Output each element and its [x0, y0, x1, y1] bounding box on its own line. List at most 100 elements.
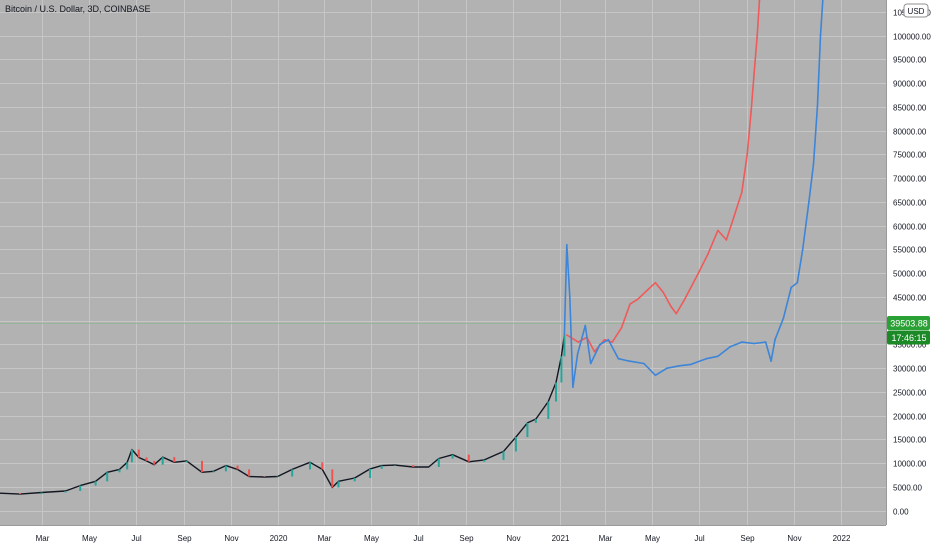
projection-point-red: [611, 341, 614, 343]
price-axis-background: [886, 0, 932, 550]
projection-point-red: [696, 274, 698, 277]
y-tick-label: 0.00: [893, 508, 909, 517]
projection-point-red: [577, 341, 580, 343]
projection-point-blue: [584, 324, 587, 327]
projection-point-blue: [764, 341, 767, 343]
projection-point-red: [725, 239, 728, 241]
y-tick-label: 85000.00: [893, 104, 927, 113]
x-tick-label: Nov: [787, 534, 801, 543]
projection-point-red: [670, 305, 672, 308]
projection-point-blue: [643, 362, 645, 365]
price-axis[interactable]: 105000.00100000.0095000.0090000.0085000.…: [886, 0, 932, 550]
projection-point-blue: [717, 355, 719, 358]
projection-point-blue: [654, 374, 657, 377]
x-tick-label: 2021: [552, 534, 570, 543]
projection-point-red: [753, 72, 755, 75]
last-price-box: [887, 316, 930, 330]
y-tick-label: 100000.00: [893, 33, 931, 42]
projection-point-red: [620, 327, 623, 329]
projection-point-blue: [796, 281, 799, 284]
projection-point-red: [603, 338, 606, 341]
y-tick-label: 5000.00: [893, 484, 922, 493]
projection-point-blue: [599, 343, 601, 346]
y-tick-label: 55000.00: [893, 246, 927, 255]
y-tick-label: 90000.00: [893, 80, 927, 89]
currency-label: USD: [908, 7, 925, 16]
projection-point-blue: [705, 357, 708, 360]
projection-point-blue: [812, 163, 815, 165]
projection-point-red: [629, 303, 631, 305]
x-tick-label: Mar: [36, 534, 50, 543]
projection-point-red: [593, 350, 596, 353]
projection-point-blue: [819, 34, 822, 37]
projection-point-blue: [770, 360, 772, 362]
projection-point-red: [707, 253, 709, 255]
projection-point-red: [662, 291, 664, 294]
projection-point-blue: [741, 341, 743, 343]
currency-badge-box: [903, 3, 929, 18]
time-axis[interactable]: Mar May Jul Sep Nov 2020 Mar May Jul Sep Nov 2021 Ma…: [0, 525, 932, 550]
projection-point-blue: [801, 248, 804, 251]
projection-point-red: [675, 312, 678, 315]
projection-point-blue: [729, 346, 731, 348]
projection-point-red: [750, 110, 752, 113]
grid-lines: [0, 0, 886, 525]
projection-point-blue: [666, 367, 668, 370]
x-tick-label: Jul: [413, 534, 423, 543]
projection-point-red: [683, 298, 686, 301]
series-layer: [0, 0, 886, 495]
projection-point-red: [741, 191, 743, 194]
projection-point-blue: [790, 286, 792, 289]
y-tick-label: 60000.00: [893, 223, 927, 232]
y-tick-label: 80000.00: [893, 128, 927, 137]
x-tick-label: Jul: [131, 534, 141, 543]
projection-point-red: [756, 34, 758, 37]
y-tick-label: 65000.00: [893, 199, 927, 208]
projection-point-blue: [589, 362, 592, 365]
projection-point-blue: [816, 106, 819, 108]
y-tick-label: 50000.00: [893, 270, 927, 279]
x-tick-label: 2022: [833, 534, 851, 543]
projection-point-blue: [782, 317, 785, 320]
projection-point-blue: [607, 338, 610, 341]
y-tick-label: 10000.00: [893, 460, 927, 469]
plot-background[interactable]: [0, 0, 886, 525]
y-tick-label: 25000.00: [893, 389, 927, 398]
projection-point-blue: [617, 357, 620, 360]
projection-point-blue: [690, 363, 692, 366]
projection-point-red: [646, 289, 649, 291]
y-tick-label: 70000.00: [893, 175, 927, 184]
x-tick-label: Sep: [740, 534, 755, 543]
y-tick-label: 45000.00: [893, 294, 927, 303]
last-price-label: 39503.88: [890, 319, 928, 329]
projection-point-blue: [569, 296, 571, 298]
y-tick-label: 35000.00: [893, 341, 927, 350]
y-tick-label: 20000.00: [893, 413, 927, 422]
currency-badge[interactable]: USD: [903, 3, 929, 18]
projection-point-blue: [678, 365, 681, 367]
last-price-badge: 39503.88: [887, 316, 930, 330]
countdown-badge: 17:46:15: [887, 330, 930, 345]
x-tick-label: 2020: [270, 534, 288, 543]
projection-point-blue: [822, 0, 824, 1]
projection-point-red: [733, 215, 735, 217]
projection-point-red: [758, 0, 761, 1]
x-tick-label: Mar: [599, 534, 613, 543]
y-tick-label: 75000.00: [893, 151, 927, 160]
projection-point-red: [717, 229, 719, 232]
x-tick-label: May: [645, 534, 660, 543]
projection-point-blue: [576, 353, 579, 355]
x-tick-label: May: [82, 534, 97, 543]
projection-point-red: [566, 334, 568, 336]
countdown-box: [887, 330, 930, 345]
x-tick-label: Mar: [318, 534, 332, 543]
x-tick-label: May: [364, 534, 379, 543]
projection-point-blue: [628, 360, 630, 362]
projection-point-blue: [566, 243, 568, 246]
x-tick-label: Sep: [177, 534, 192, 543]
x-tick-label: Nov: [506, 534, 520, 543]
y-tick-label: 15000.00: [893, 436, 927, 445]
x-tick-label: Nov: [224, 534, 238, 543]
